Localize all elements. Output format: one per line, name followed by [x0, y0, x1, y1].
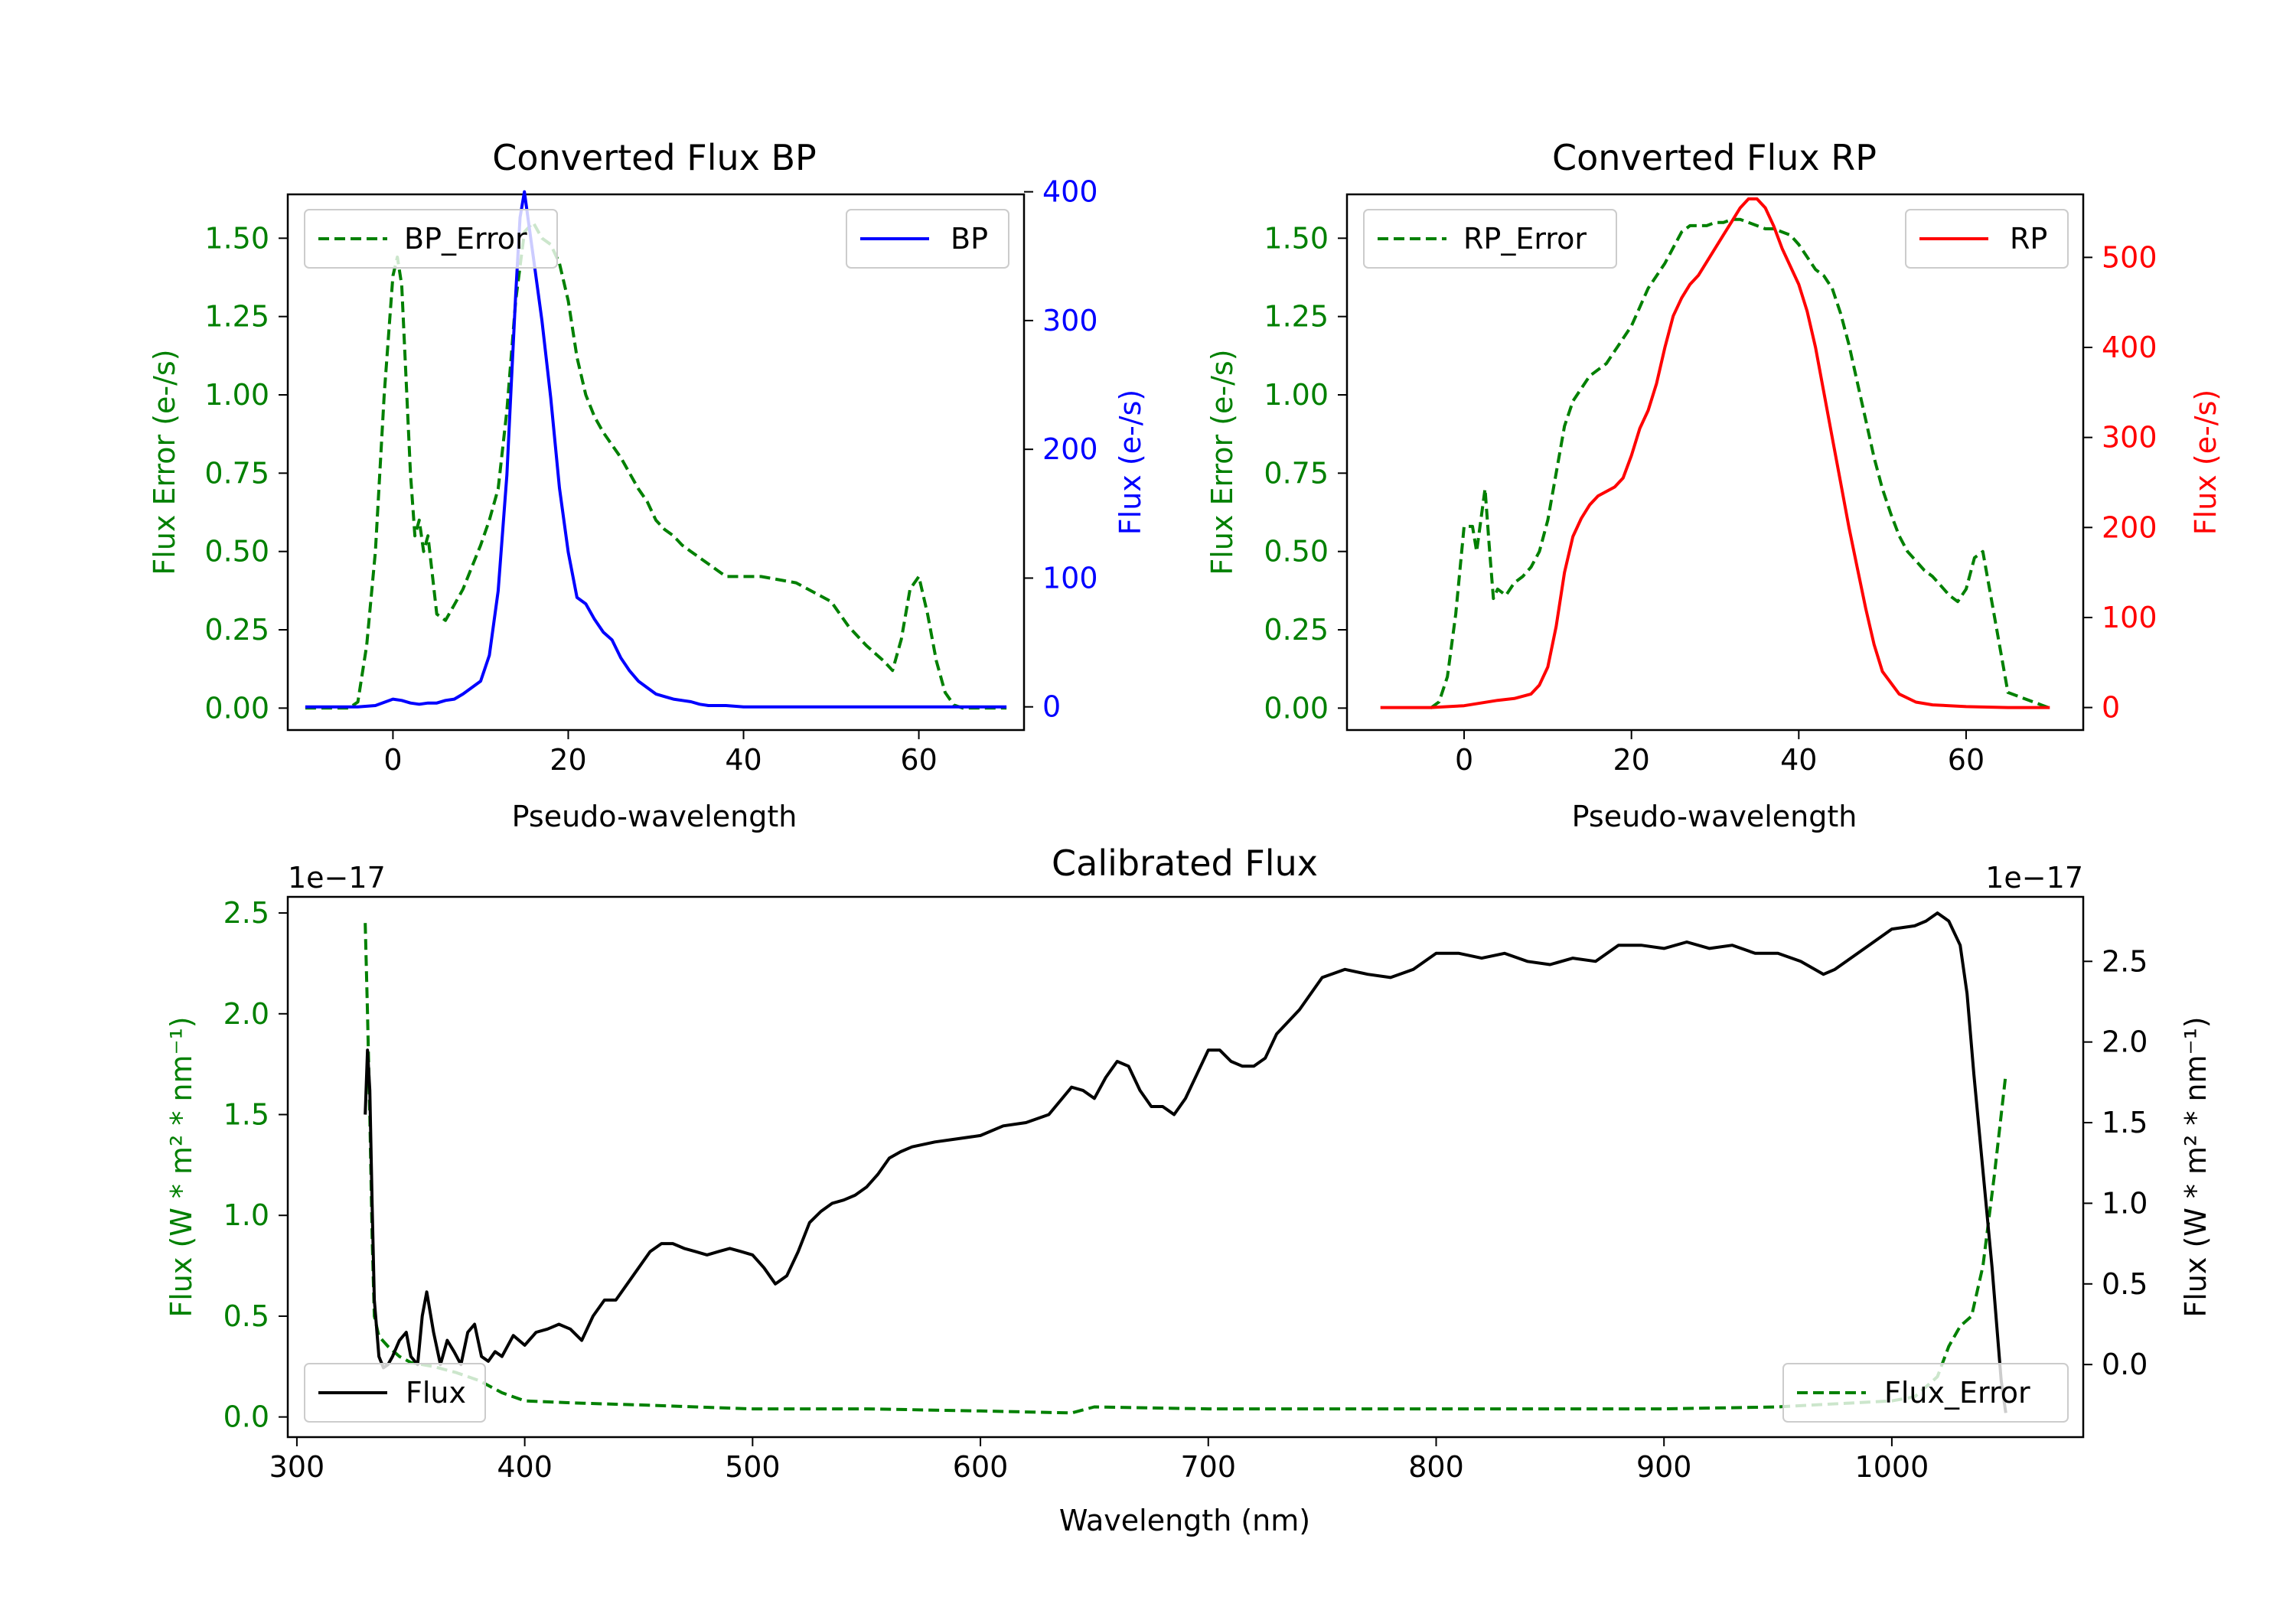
cal-ytick-right-label: 1.0: [2102, 1186, 2148, 1220]
cal-xtick-label: 300: [269, 1450, 325, 1484]
rp-legend-flux-label: RP: [2010, 222, 2047, 256]
rp-ylabel-right: Flux (e-/s): [2189, 390, 2223, 535]
bp-ylabel-right: Flux (e-/s): [1114, 390, 1147, 535]
cal-ytick-left-label: 0.5: [223, 1299, 269, 1333]
bp-ylabel-left: Flux Error (e-/s): [148, 349, 181, 575]
cal-ytick-left-label: 1.0: [223, 1198, 269, 1232]
rp-title: Converted Flux RP: [1552, 137, 1877, 178]
bp-title: Converted Flux BP: [492, 137, 817, 178]
cal-legend-error-label: Flux_Error: [1884, 1376, 2030, 1410]
cal-xtick-label: 600: [953, 1450, 1009, 1484]
bp-ytick-left-label: 1.25: [204, 300, 269, 334]
bp-ytick-right-label: 300: [1042, 304, 1098, 337]
rp-xtick-label: 0: [1455, 743, 1473, 777]
cal-legend-flux: Flux: [304, 1363, 486, 1423]
rp-plot-frame: [1345, 193, 2085, 732]
cal-plot-frame: [286, 895, 2085, 1439]
rp-marks: 0 20 40 60 0.00 0.25 0.50 0.75 1.00 1.25 1.50 0 100 2…: [1264, 197, 2157, 777]
rp-xtick-label: 20: [1613, 743, 1650, 777]
rp-legend-error-label: RP_Error: [1463, 222, 1587, 256]
cal-xlabel: Wavelength (nm): [1059, 1504, 1310, 1537]
bp-legend-flux-label: BP: [951, 222, 988, 256]
rp-ytick-right-label: 300: [2102, 421, 2157, 455]
cal-legend-error-box: [1782, 1363, 2069, 1423]
cal-legend-flux-box: [304, 1363, 486, 1423]
rp-ytick-left-label: 1.50: [1264, 221, 1329, 255]
bp-ytick-left-label: 0.00: [204, 691, 269, 725]
bp-ytick-left-label: 0.25: [204, 613, 269, 647]
cal-xtick-label: 900: [1636, 1450, 1692, 1484]
bp-series-bp-line: [305, 190, 1007, 709]
bp-legend-error-label: BP_Error: [404, 222, 527, 256]
rp-ytick-left-label: 0.75: [1264, 456, 1329, 490]
bp-ytick-right-label: 100: [1042, 561, 1098, 595]
bp-ytick-left-label: 0.50: [204, 535, 269, 569]
rp-xtick-label: 60: [1948, 743, 1985, 777]
rp-ytick-right-label: 500: [2102, 240, 2157, 274]
cal-xtick-label: 1000: [1855, 1450, 1929, 1484]
cal-offset-right: 1e−17: [1985, 861, 2083, 895]
rp-ylabel-left: Flux Error (e-/s): [1205, 349, 1239, 575]
rp-ytick-left-label: 0.50: [1264, 535, 1329, 569]
cal-marks: 300 400 500 600 700 800 900 1000 0.0 0.5 1.0 1.5 2.0…: [223, 896, 2148, 1484]
rp-ytick-left-label: 0.00: [1264, 691, 1329, 725]
rp-series-rp-line: [1380, 197, 2050, 709]
rp-legend-flux: RP: [1905, 209, 2069, 269]
cal-offset-left: 1e−17: [288, 861, 386, 895]
rp-ytick-right-label: 200: [2102, 510, 2157, 544]
cal-xtick-label: 700: [1181, 1450, 1237, 1484]
rp-ytick-left-label: 1.25: [1264, 300, 1329, 334]
rp-panel: Converted Flux RP 0 20 40 60 0.00 0.25 0.50 0.7…: [1205, 137, 2223, 833]
rp-series-rp-error-line: [1430, 217, 2050, 710]
cal-ytick-left-label: 1.5: [223, 1098, 269, 1132]
cal-title: Calibrated Flux: [1052, 843, 1318, 884]
bp-legend-flux: BP: [846, 209, 1009, 269]
cal-ytick-right-label: 1.5: [2102, 1106, 2148, 1139]
rp-legend-error: RP_Error: [1363, 209, 1617, 269]
rp-legend-error-box: [1363, 209, 1617, 269]
rp-ytick-left-label: 0.25: [1264, 613, 1329, 647]
cal-series-flux-error-line: [364, 923, 2007, 1415]
cal-ylabel-right: Flux (W * m² * nm⁻¹): [2179, 1016, 2213, 1317]
rp-ytick-right-label: 400: [2102, 331, 2157, 364]
cal-ylabel-left: Flux (W * m² * nm⁻¹): [165, 1016, 198, 1317]
bp-ytick-right-label: 0: [1042, 690, 1061, 724]
bp-legend-error-box: [304, 209, 558, 269]
bp-ytick-right-label: 200: [1042, 432, 1098, 466]
cal-ytick-right-label: 0.5: [2102, 1267, 2148, 1301]
bp-legend-error: BP_Error: [304, 209, 558, 269]
rp-xtick-label: 40: [1780, 743, 1817, 777]
cal-panel: Calibrated Flux 300 400 500 600 700 800 900 100…: [165, 843, 2213, 1537]
cal-legend-flux-label: Flux: [406, 1376, 466, 1410]
bp-ytick-right-label: 400: [1042, 175, 1098, 209]
bp-series-bp-error-line: [305, 220, 1007, 710]
bp-xtick-label: 20: [550, 743, 586, 777]
cal-xtick-label: 500: [725, 1450, 781, 1484]
cal-ytick-right-label: 0.0: [2102, 1348, 2148, 1381]
cal-xtick-label: 400: [497, 1450, 553, 1484]
cal-ytick-right-label: 2.5: [2102, 944, 2148, 978]
bp-marks: 0 20 40 60 0.00 0.25 0.50 0.75 1.00 1.25 1.50 0 100 2…: [204, 175, 1097, 777]
bp-plot-frame: [286, 193, 1026, 732]
bp-ytick-left-label: 1.50: [204, 221, 269, 255]
rp-ytick-right-label: 0: [2102, 691, 2120, 725]
bp-xtick-label: 40: [725, 743, 762, 777]
cal-ytick-right-label: 2.0: [2102, 1025, 2148, 1059]
rp-ytick-left-label: 1.00: [1264, 378, 1329, 412]
cal-legend-error: Flux_Error: [1782, 1363, 2069, 1423]
cal-xtick-label: 800: [1408, 1450, 1464, 1484]
cal-series-flux-line: [364, 911, 2007, 1413]
bp-panel: Converted Flux BP 0 20 40 60 0.00 0.25 0.50 0.7…: [148, 137, 1147, 833]
bp-xtick-label: 0: [383, 743, 402, 777]
rp-ytick-right-label: 100: [2102, 601, 2157, 634]
bp-ytick-left-label: 0.75: [204, 456, 269, 490]
bp-xlabel: Pseudo-wavelength: [512, 800, 797, 833]
cal-ytick-left-label: 2.0: [223, 997, 269, 1031]
rp-xlabel: Pseudo-wavelength: [1572, 800, 1857, 833]
bp-ytick-left-label: 1.00: [204, 378, 269, 412]
cal-ytick-left-label: 0.0: [223, 1400, 269, 1434]
bp-xtick-label: 60: [900, 743, 937, 777]
cal-ytick-left-label: 2.5: [223, 896, 269, 930]
